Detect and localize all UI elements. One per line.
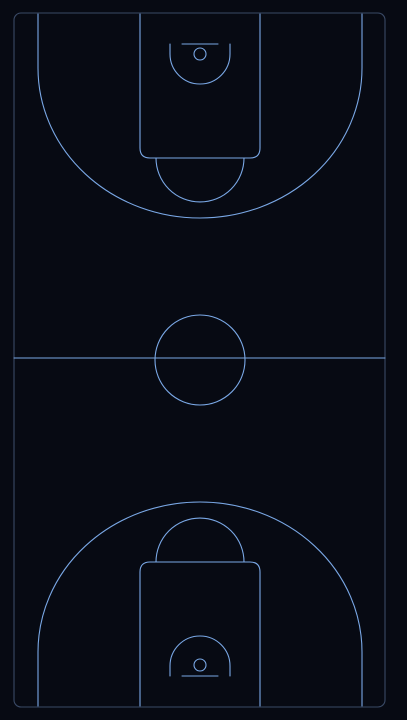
bottom-three-point-line <box>37 501 363 707</box>
bottom-free-throw-arc <box>155 517 245 563</box>
court-boundary <box>13 12 386 708</box>
top-key <box>139 13 261 159</box>
bottom-half <box>37 501 363 707</box>
top-rim <box>193 47 207 61</box>
top-free-throw-arc <box>155 157 245 203</box>
bottom-key <box>139 561 261 707</box>
bottom-restricted-arc <box>169 635 231 677</box>
top-restricted-arc <box>169 43 231 85</box>
top-three-point-line <box>37 13 363 219</box>
top-half <box>37 13 363 219</box>
center-circle <box>154 314 246 406</box>
bottom-rim <box>193 658 207 672</box>
